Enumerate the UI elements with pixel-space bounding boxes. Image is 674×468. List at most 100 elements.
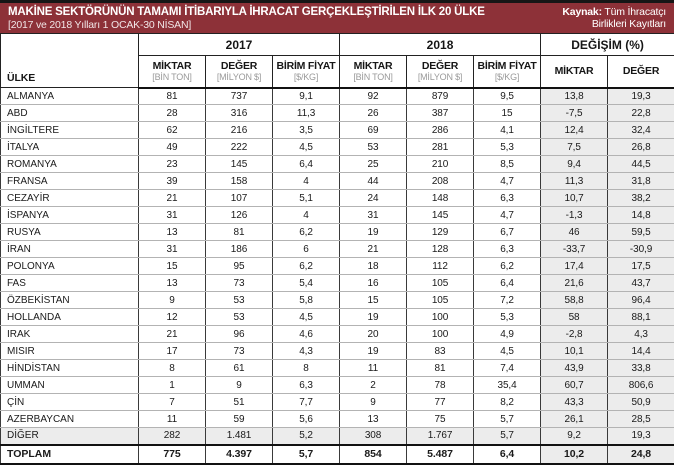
- value-cell: 75: [406, 410, 475, 428]
- value-cell: 281: [406, 138, 475, 156]
- value-cell: 5,7: [473, 427, 542, 445]
- value-cell: 81: [406, 359, 475, 377]
- value-cell: 4,3: [607, 325, 674, 343]
- value-cell: 4,3: [271, 342, 341, 360]
- value-cell: 6,2: [473, 257, 542, 275]
- table-row: UMMAN 1 9 6,3 2 78 35,4 60,7 806,6: [0, 376, 674, 394]
- column-header-5: BİRİM FİYAT [$/KG]: [473, 55, 542, 89]
- column-header-6: MİKTAR: [540, 55, 609, 89]
- country-cell: İSPANYA: [0, 206, 139, 224]
- value-cell: 61: [205, 359, 273, 377]
- value-cell: 6: [271, 240, 341, 258]
- table-row: CEZAYİR 21 107 5,1 24 148 6,3 10,7 38,2: [0, 189, 674, 207]
- column-header-main: MİKTAR: [152, 60, 192, 73]
- value-cell: 81: [138, 87, 206, 105]
- value-cell: 1: [138, 376, 206, 394]
- country-cell: HOLLANDA: [0, 308, 139, 326]
- value-cell: 43,9: [540, 359, 609, 377]
- value-cell: 6,4: [271, 155, 341, 173]
- value-cell: 73: [205, 274, 273, 292]
- total-row: TOPLAM 775 4.397 5,7 854 5.487 6,4 10,2 24,8: [0, 443, 674, 465]
- value-cell: 5,3: [473, 138, 542, 156]
- country-cell: FAS: [0, 274, 139, 292]
- country-cell: ÖZBEKİSTAN: [0, 291, 139, 309]
- value-cell: 88,1: [607, 308, 674, 326]
- total-value-cell: 6,4: [473, 443, 542, 465]
- value-cell: 53: [205, 291, 273, 309]
- table-row: HİNDİSTAN 8 61 8 11 81 7,4 43,9 33,8: [0, 359, 674, 377]
- value-cell: 44,5: [607, 155, 674, 173]
- value-cell: 77: [406, 393, 475, 411]
- value-cell: 8,2: [473, 393, 542, 411]
- value-cell: 21: [138, 325, 206, 343]
- total-label-cell: TOPLAM: [0, 443, 139, 465]
- country-cell: AZERBAYCAN: [0, 410, 139, 428]
- value-cell: 21,6: [540, 274, 609, 292]
- column-group-header-de-i-i-m-: DEĞİŞİM (%): [540, 33, 674, 56]
- value-cell: 26,1: [540, 410, 609, 428]
- value-cell: 9: [138, 291, 206, 309]
- value-cell: 145: [205, 155, 273, 173]
- page-subtitle: [2017 ve 2018 Yılları 1 OCAK-30 NİSAN]: [8, 19, 192, 31]
- table-body: ALMANYA 81 737 9,1 92 879 9,5 13,8 19,3 ABD 28 316 1…: [0, 87, 674, 465]
- value-cell: 19: [339, 308, 408, 326]
- value-cell: 38,2: [607, 189, 674, 207]
- value-cell: 73: [205, 342, 273, 360]
- value-cell: 17: [138, 342, 206, 360]
- value-cell: 11: [138, 410, 206, 428]
- value-cell: 26: [339, 104, 408, 122]
- value-cell: 96: [205, 325, 273, 343]
- total-value-cell: 854: [339, 443, 408, 465]
- value-cell: 19: [339, 223, 408, 241]
- value-cell: 5,7: [473, 410, 542, 428]
- value-cell: 806,6: [607, 376, 674, 394]
- value-cell: -7,5: [540, 104, 609, 122]
- header-sub-row: MİKTAR [BİN TON] DEĞER [MİLYON $] BİRİM FİYA…: [1, 55, 674, 89]
- value-cell: 58: [540, 308, 609, 326]
- value-cell: 13: [339, 410, 408, 428]
- column-header-unit: [BİN TON]: [152, 72, 192, 83]
- value-cell: 6,3: [473, 240, 542, 258]
- value-cell: 158: [205, 172, 273, 190]
- value-cell: 46: [540, 223, 609, 241]
- value-cell: 32,4: [607, 121, 674, 139]
- value-cell: 60,7: [540, 376, 609, 394]
- value-cell: 112: [406, 257, 475, 275]
- value-cell: 78: [406, 376, 475, 394]
- value-cell: 6,3: [473, 189, 542, 207]
- table-row: FRANSA 39 158 4 44 208 4,7 11,3 31,8: [0, 172, 674, 190]
- value-cell: 14,4: [607, 342, 674, 360]
- column-header-unit: [BİN TON]: [353, 72, 393, 83]
- column-header-2: BİRİM FİYAT [$/KG]: [271, 55, 341, 89]
- value-cell: 3,5: [271, 121, 341, 139]
- table-row: İSPANYA 31 126 4 31 145 4,7 -1,3 14,8: [0, 206, 674, 224]
- value-cell: -1,3: [540, 206, 609, 224]
- value-cell: 31: [138, 240, 206, 258]
- value-cell: 100: [406, 308, 475, 326]
- value-cell: 43,7: [607, 274, 674, 292]
- value-cell: 11,3: [271, 104, 341, 122]
- table-row: AZERBAYCAN 11 59 5,6 13 75 5,7 26,1 28,5: [0, 410, 674, 428]
- value-cell: 105: [406, 291, 475, 309]
- value-cell: 81: [205, 223, 273, 241]
- table-row: İNGİLTERE 62 216 3,5 69 286 4,1 12,4 32,4: [0, 121, 674, 139]
- value-cell: 83: [406, 342, 475, 360]
- table-row: RUSYA 13 81 6,2 19 129 6,7 46 59,5: [0, 223, 674, 241]
- column-header-main: DEĞER: [220, 60, 258, 73]
- column-header-7: DEĞER: [607, 55, 674, 89]
- value-cell: 16: [339, 274, 408, 292]
- column-group-header-2017: 2017: [137, 33, 341, 56]
- value-cell: 5,4: [271, 274, 341, 292]
- total-value-cell: 24,8: [607, 443, 674, 465]
- column-header-main: BİRİM FİYAT: [477, 60, 537, 73]
- value-cell: 53: [339, 138, 408, 156]
- table-row: ABD 28 316 11,3 26 387 15 -7,5 22,8: [0, 104, 674, 122]
- table-row: İTALYA 49 222 4,5 53 281 5,3 7,5 26,8: [0, 138, 674, 156]
- table-row: ALMANYA 81 737 9,1 92 879 9,5 13,8 19,3: [0, 87, 674, 105]
- value-cell: 737: [205, 87, 273, 105]
- country-cell: HİNDİSTAN: [0, 359, 139, 377]
- source-note: Kaynak: Tüm İhracatçı Birlikleri Kayıtla…: [544, 6, 666, 30]
- value-cell: 18: [339, 257, 408, 275]
- total-value-cell: 775: [138, 443, 206, 465]
- value-cell: 4: [271, 172, 341, 190]
